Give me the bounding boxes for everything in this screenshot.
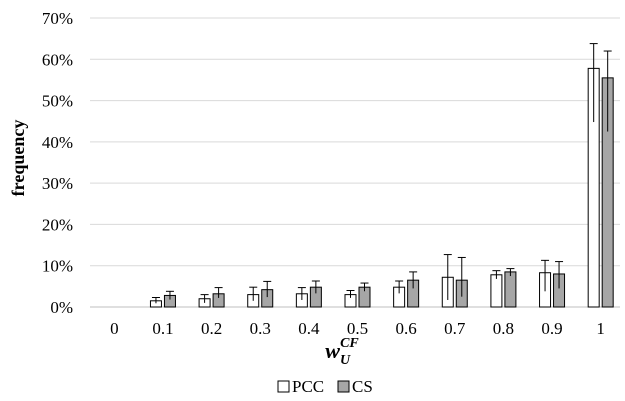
x-tick-label: 0.4: [298, 319, 320, 338]
x-tick-label: 1: [596, 319, 605, 338]
y-tick-label: 50%: [42, 92, 73, 111]
svg-text:wUCF: wU CF: [325, 336, 359, 368]
y-tick-label: 30%: [42, 174, 73, 193]
x-axis-label-sub: U: [340, 353, 351, 368]
bar-cs: [504, 271, 517, 308]
x-tick-label: 0.7: [444, 319, 466, 338]
x-axis-label-sup: CF: [340, 336, 359, 351]
y-tick-label: 70%: [42, 9, 73, 28]
x-tick-label: 0.2: [201, 319, 222, 338]
legend-swatch-pcc: [277, 380, 290, 393]
y-tick-label: 20%: [42, 215, 73, 234]
y-tick-label: 10%: [42, 257, 73, 276]
x-tick-label: 0.8: [493, 319, 514, 338]
x-tick-label: 0.9: [541, 319, 562, 338]
y-tick-label: 40%: [42, 133, 73, 152]
legend-label-cs: CS: [352, 377, 373, 396]
legend: PCC CS: [277, 377, 373, 396]
x-tick-label: 0.3: [250, 319, 271, 338]
bar-pcc: [490, 274, 503, 308]
bars: [149, 67, 614, 308]
legend-swatch-cs: [337, 380, 350, 393]
grid-lines: [90, 17, 620, 308]
y-tick-label: 0%: [50, 298, 73, 317]
x-tick-label: 0: [110, 319, 119, 338]
x-axis-label-main: w: [325, 338, 340, 363]
x-tick-labels: 0 0.1 0.2 0.3 0.4 0.5 0.6 0.7 0.8 0.9 1: [110, 319, 605, 338]
legend-label-pcc: PCC: [292, 377, 324, 396]
x-tick-label: 0.6: [396, 319, 417, 338]
x-axis-label: wU CF: [325, 336, 359, 368]
x-tick-label: 0.5: [347, 319, 368, 338]
error-bars: [151, 43, 612, 304]
x-tick-label: 0.1: [152, 319, 173, 338]
y-tick-labels: 0% 10% 20% 30% 40% 50% 60% 70%: [42, 9, 73, 317]
y-axis-label: frequency: [8, 120, 28, 197]
y-tick-label: 60%: [42, 50, 73, 69]
